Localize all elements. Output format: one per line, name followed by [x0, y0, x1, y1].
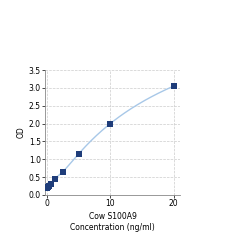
Point [45, 186, 49, 190]
Point [108, 122, 112, 126]
Point [47, 184, 51, 188]
Y-axis label: OD: OD [17, 126, 26, 138]
Point [76, 152, 80, 156]
Point [46, 185, 50, 189]
X-axis label: Cow S100A9
Concentration (ng/ml): Cow S100A9 Concentration (ng/ml) [70, 212, 155, 232]
Point [172, 84, 176, 88]
Point [61, 170, 65, 174]
Point [49, 182, 53, 186]
Point [53, 177, 57, 181]
